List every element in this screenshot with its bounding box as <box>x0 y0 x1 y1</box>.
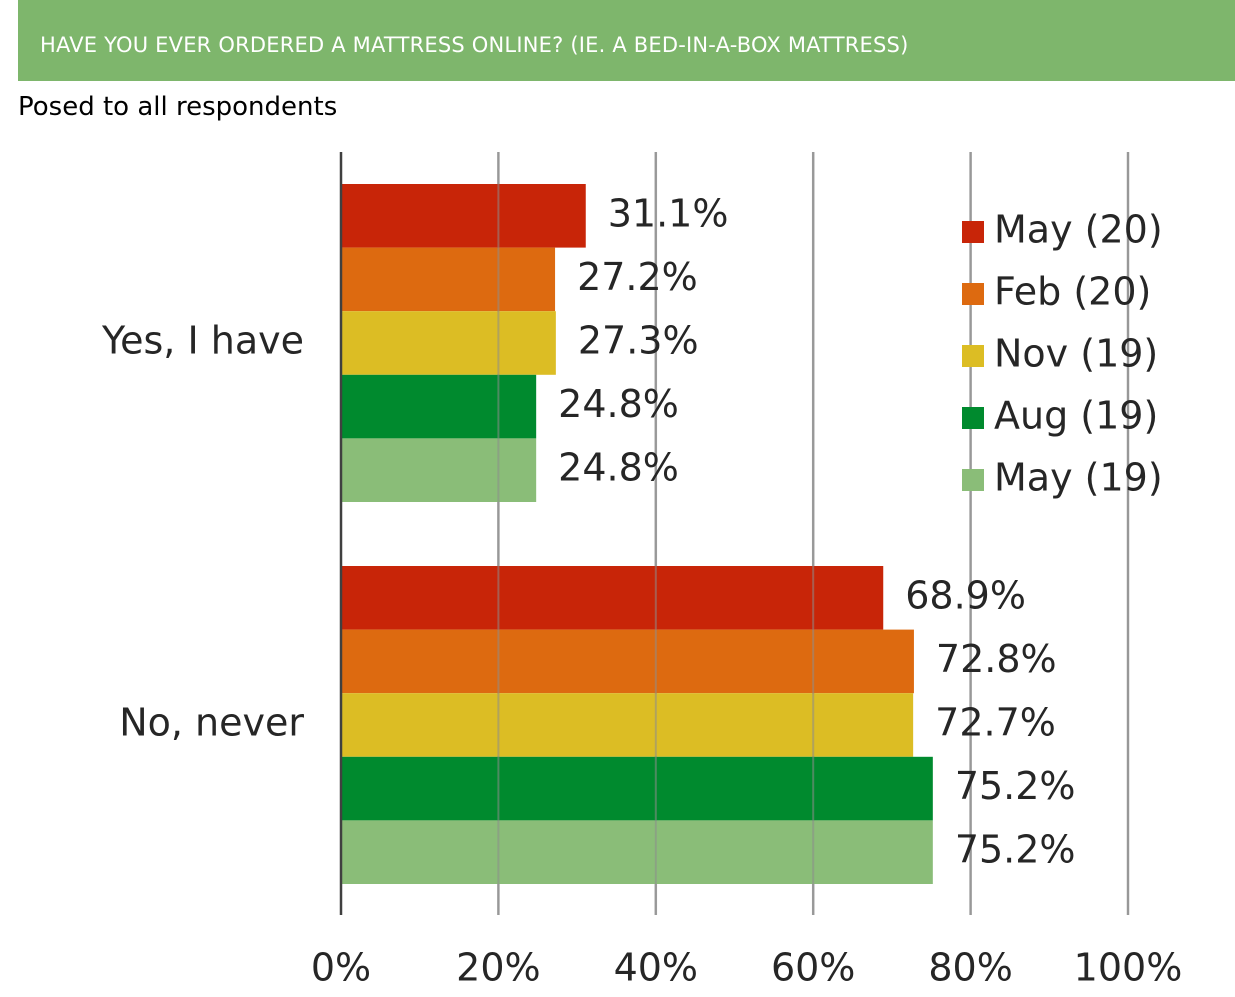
bar <box>341 629 914 694</box>
bar <box>341 311 556 375</box>
x-tick-label: 40% <box>614 946 698 990</box>
data-label: 24.8% <box>558 446 679 490</box>
legend-label: Nov (19) <box>994 332 1158 376</box>
legend-swatch <box>962 221 984 243</box>
bar <box>341 184 586 248</box>
data-label: 24.8% <box>558 382 679 426</box>
bar <box>341 693 914 757</box>
category-label: No, never <box>119 701 304 745</box>
data-label: 31.1% <box>608 191 729 235</box>
chart-subtitle: Posed to all respondents <box>18 92 338 122</box>
legend-label: May (20) <box>994 208 1163 252</box>
legend-swatch <box>962 407 984 429</box>
category-label: Yes, I have <box>101 319 304 363</box>
legend-swatch <box>962 345 984 367</box>
legend-label: May (19) <box>994 456 1163 500</box>
x-tick-label: 60% <box>771 946 855 990</box>
data-label: 72.7% <box>935 701 1056 745</box>
bar <box>341 756 933 821</box>
x-tick-label: 20% <box>456 946 540 990</box>
legend-label: Feb (20) <box>994 270 1151 314</box>
x-tick-label: 100% <box>1074 946 1183 990</box>
data-label: 72.8% <box>936 637 1057 681</box>
bar <box>341 566 884 630</box>
chart-header-banner: HAVE YOU EVER ORDERED A MATTRESS ONLINE?… <box>18 0 1235 81</box>
chart-title: HAVE YOU EVER ORDERED A MATTRESS ONLINE?… <box>40 33 909 57</box>
x-tick-label: 0% <box>311 946 371 990</box>
bar <box>341 374 537 439</box>
x-tick-label: 80% <box>928 946 1012 990</box>
data-label: 75.2% <box>955 764 1076 808</box>
data-label: 68.9% <box>905 573 1026 617</box>
legend-swatch <box>962 469 984 491</box>
bar <box>341 247 556 312</box>
bar <box>341 820 933 884</box>
bar <box>341 438 537 502</box>
legend-label: Aug (19) <box>994 394 1158 438</box>
data-label: 75.2% <box>955 828 1076 872</box>
data-label: 27.2% <box>577 255 698 299</box>
legend-swatch <box>962 283 984 305</box>
data-label: 27.3% <box>578 319 699 363</box>
